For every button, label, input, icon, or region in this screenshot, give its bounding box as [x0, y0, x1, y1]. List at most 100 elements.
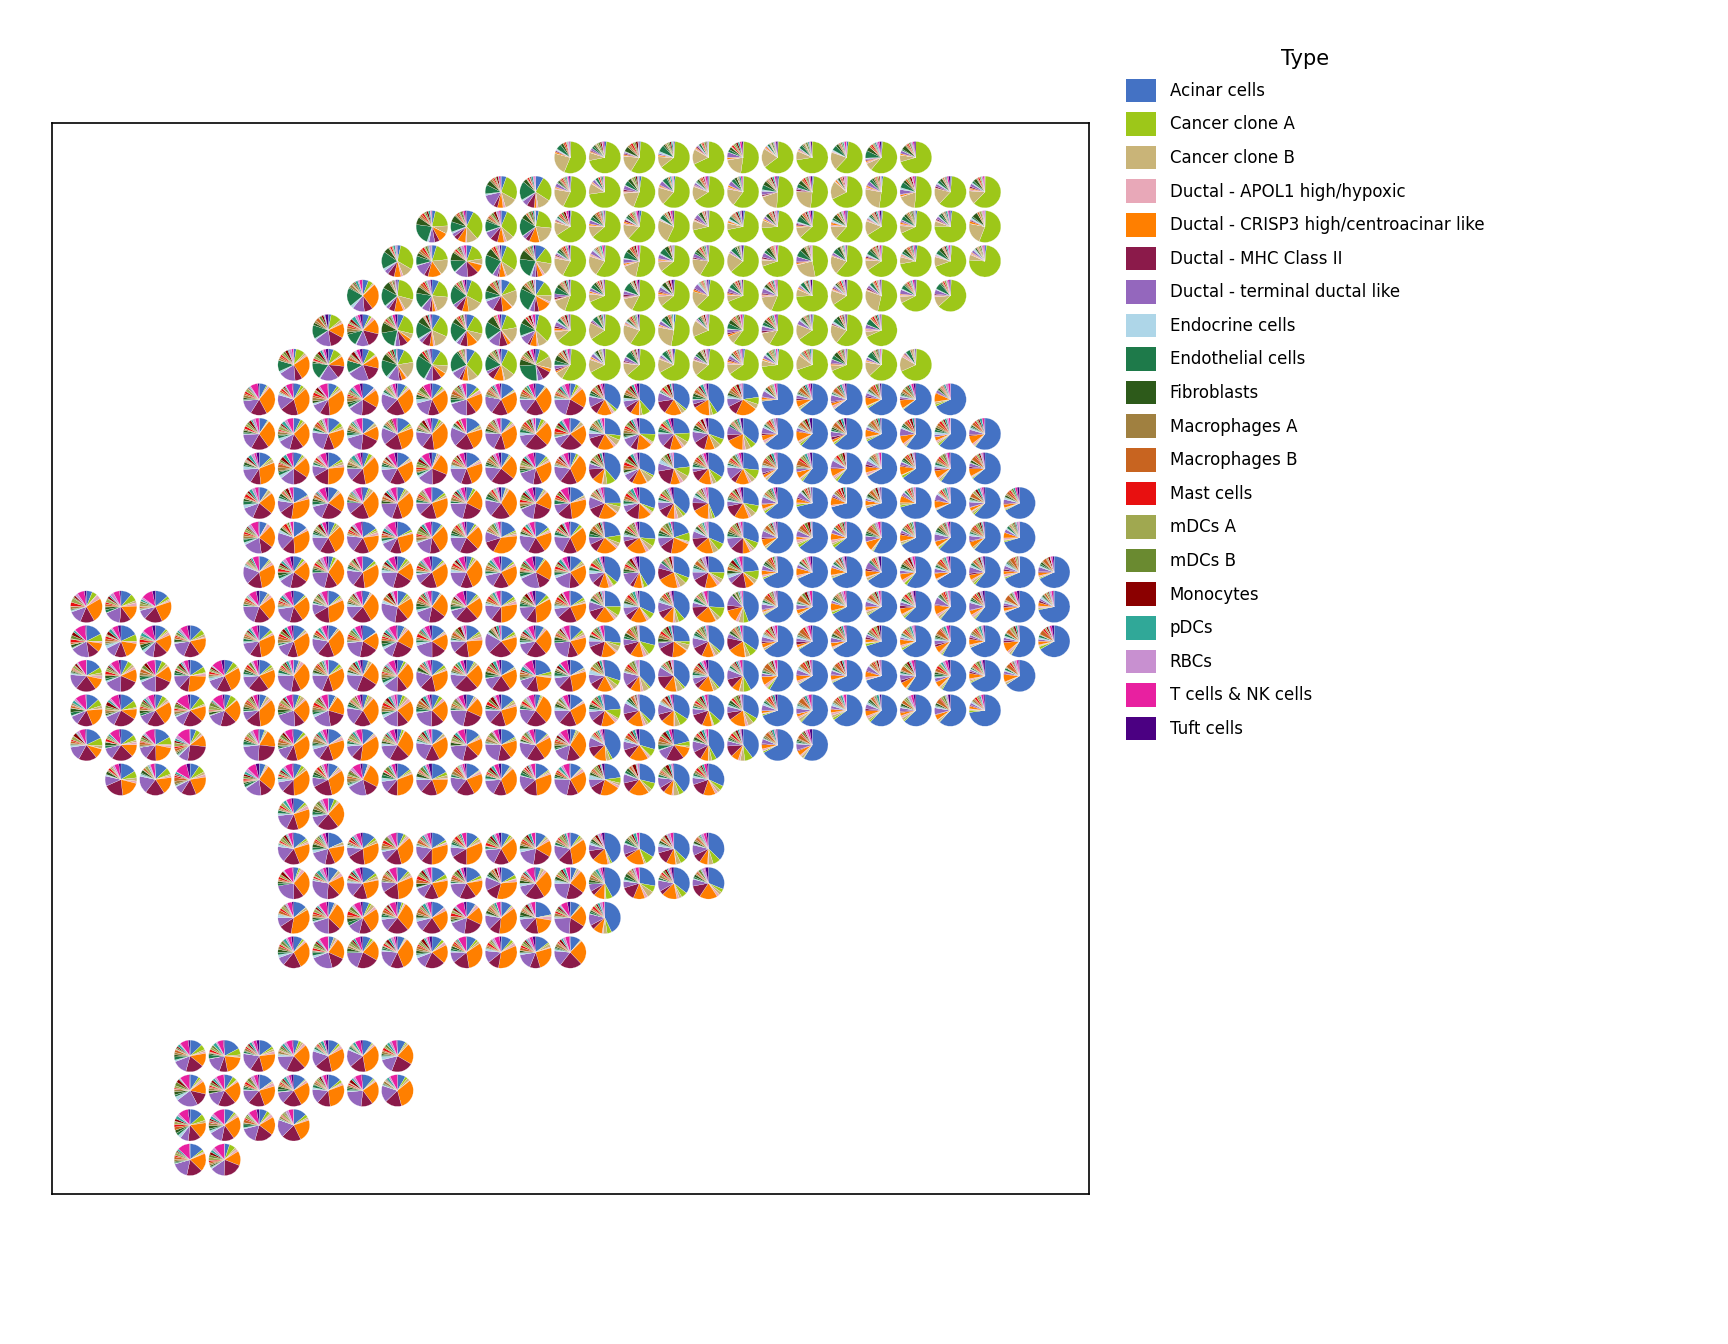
Wedge shape	[501, 669, 517, 689]
Wedge shape	[567, 142, 570, 157]
Wedge shape	[843, 314, 847, 331]
Wedge shape	[769, 524, 778, 538]
Wedge shape	[731, 181, 743, 192]
Wedge shape	[498, 488, 501, 503]
Wedge shape	[873, 538, 881, 551]
Wedge shape	[251, 399, 266, 415]
Wedge shape	[347, 880, 363, 883]
Wedge shape	[624, 363, 639, 364]
Wedge shape	[432, 632, 446, 641]
Wedge shape	[316, 906, 328, 918]
Wedge shape	[416, 671, 432, 676]
Wedge shape	[900, 602, 916, 606]
Wedge shape	[278, 745, 294, 759]
Wedge shape	[831, 503, 847, 507]
Wedge shape	[321, 349, 328, 364]
Wedge shape	[949, 383, 950, 399]
Wedge shape	[762, 738, 778, 745]
Wedge shape	[947, 280, 950, 296]
Wedge shape	[209, 1160, 225, 1167]
Wedge shape	[244, 1051, 259, 1056]
Wedge shape	[810, 453, 812, 469]
Wedge shape	[797, 745, 812, 750]
Wedge shape	[486, 532, 501, 542]
Wedge shape	[740, 418, 743, 434]
Wedge shape	[501, 906, 511, 918]
Wedge shape	[708, 711, 714, 726]
Wedge shape	[555, 948, 570, 953]
Wedge shape	[708, 763, 724, 786]
Wedge shape	[982, 246, 985, 261]
Wedge shape	[764, 625, 793, 657]
Wedge shape	[695, 181, 708, 192]
Wedge shape	[708, 745, 717, 761]
Wedge shape	[935, 605, 950, 606]
Wedge shape	[555, 331, 570, 340]
Wedge shape	[314, 909, 328, 918]
Wedge shape	[873, 144, 881, 157]
Wedge shape	[605, 848, 610, 864]
Wedge shape	[314, 770, 328, 780]
Wedge shape	[764, 495, 778, 503]
Wedge shape	[804, 421, 812, 434]
Wedge shape	[487, 909, 501, 918]
Wedge shape	[876, 556, 881, 573]
Wedge shape	[397, 903, 406, 918]
Wedge shape	[487, 423, 501, 434]
Wedge shape	[486, 878, 501, 890]
Wedge shape	[982, 625, 985, 641]
Wedge shape	[530, 331, 537, 347]
Wedge shape	[278, 843, 294, 848]
Wedge shape	[1009, 663, 1020, 676]
Wedge shape	[708, 591, 724, 607]
Wedge shape	[522, 700, 536, 711]
Wedge shape	[496, 833, 501, 848]
Wedge shape	[391, 384, 397, 399]
Wedge shape	[351, 1046, 363, 1056]
Wedge shape	[1007, 491, 1020, 503]
Wedge shape	[836, 245, 862, 277]
Wedge shape	[382, 538, 397, 542]
Wedge shape	[639, 728, 655, 750]
Wedge shape	[432, 867, 446, 883]
Wedge shape	[175, 641, 190, 644]
Wedge shape	[600, 281, 605, 296]
Wedge shape	[664, 386, 674, 399]
Wedge shape	[867, 702, 881, 711]
Wedge shape	[86, 641, 98, 657]
Wedge shape	[328, 349, 334, 364]
Wedge shape	[86, 710, 102, 724]
Wedge shape	[1016, 660, 1020, 676]
Wedge shape	[536, 211, 551, 228]
Wedge shape	[354, 384, 363, 399]
Wedge shape	[363, 388, 375, 399]
Wedge shape	[278, 844, 294, 848]
Wedge shape	[674, 433, 689, 442]
Wedge shape	[797, 487, 828, 519]
Wedge shape	[525, 352, 536, 364]
Wedge shape	[833, 218, 847, 227]
Wedge shape	[420, 457, 432, 469]
Wedge shape	[486, 708, 501, 711]
Wedge shape	[831, 359, 847, 364]
Wedge shape	[570, 906, 581, 918]
Wedge shape	[909, 454, 916, 469]
Wedge shape	[524, 769, 536, 780]
Wedge shape	[556, 219, 570, 227]
Wedge shape	[831, 638, 847, 642]
Wedge shape	[1040, 564, 1054, 573]
Wedge shape	[605, 573, 617, 586]
Wedge shape	[807, 211, 812, 227]
Wedge shape	[563, 349, 570, 364]
Wedge shape	[71, 706, 86, 711]
Wedge shape	[1004, 503, 1020, 508]
Wedge shape	[942, 628, 950, 641]
Wedge shape	[631, 212, 639, 227]
Wedge shape	[501, 879, 517, 883]
Wedge shape	[1044, 593, 1054, 606]
Wedge shape	[598, 523, 605, 538]
Wedge shape	[973, 562, 985, 573]
Wedge shape	[804, 316, 812, 331]
Wedge shape	[458, 227, 467, 242]
Wedge shape	[501, 563, 515, 573]
